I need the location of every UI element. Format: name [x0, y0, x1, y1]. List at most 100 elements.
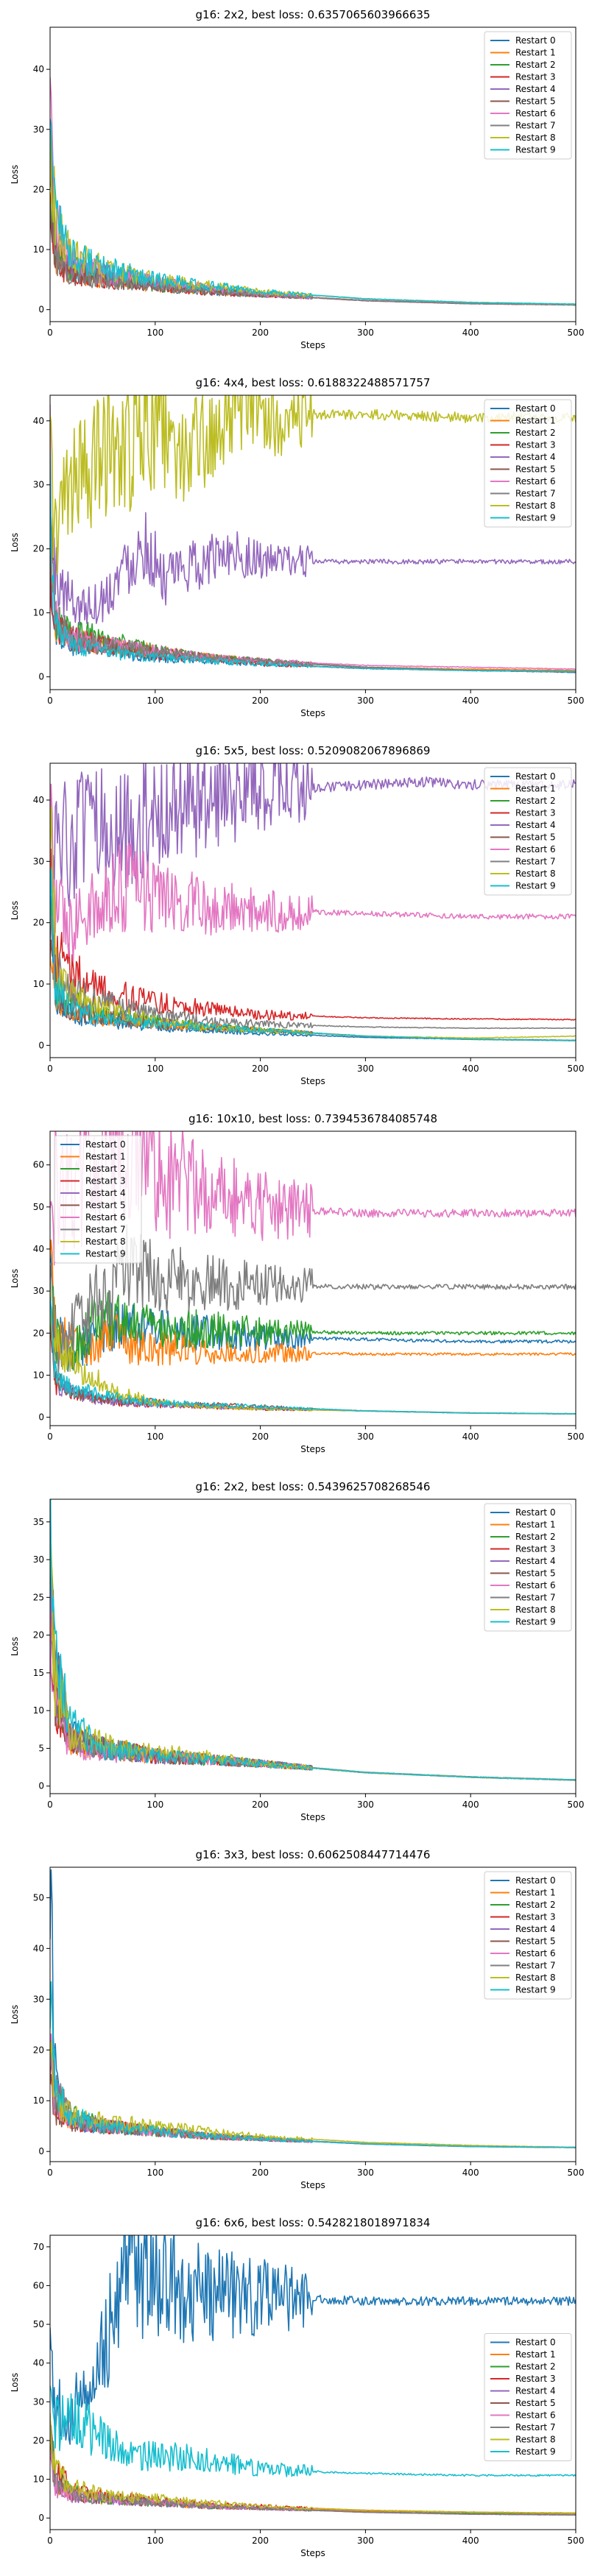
x-tick-label: 400 [462, 2536, 479, 2546]
x-tick-label: 0 [47, 696, 53, 706]
legend-label: Restart 6 [515, 1948, 556, 1958]
y-tick-label: 20 [33, 2045, 44, 2055]
plot-frame [49, 1498, 576, 1794]
legend: Restart 0 Restart 1 Restart 2 Restart 3 Rest… [484, 1503, 572, 1632]
legend-label: Restart 5 [515, 1936, 556, 1947]
plot-frame [49, 2234, 576, 2530]
legend-label: Restart 9 [85, 1249, 126, 1259]
legend-label: Restart 1 [515, 784, 556, 794]
y-tick-label: 20 [33, 918, 44, 928]
legend-label: Restart 0 [515, 35, 556, 46]
y-axis-label: Loss [10, 2373, 20, 2392]
x-tick-label: 400 [462, 1800, 479, 1810]
x-tick-label: 100 [147, 328, 163, 338]
y-tick-label: 20 [33, 1630, 44, 1641]
x-tick-label: 300 [357, 2168, 374, 2178]
legend-label: Restart 4 [515, 820, 556, 830]
series-line-restart-9 [50, 450, 576, 673]
legend-label: Restart 0 [515, 771, 556, 782]
series-line-restart-0 [50, 1240, 576, 1372]
plot-frame [49, 394, 576, 690]
x-tick-label: 400 [462, 696, 479, 706]
legend-label: Restart 6 [515, 2410, 556, 2421]
legend-label: Restart 6 [85, 1212, 126, 1222]
legend-label: Restart 3 [85, 1176, 126, 1186]
chart-panel-3: g16: 5x5, best loss: 0.5209082067896869 0… [10, 744, 585, 1086]
x-tick-label: 100 [147, 2168, 163, 2178]
y-tick-label: 10 [33, 1370, 44, 1380]
y-tick-label: 20 [33, 184, 44, 194]
legend-label: Restart 6 [515, 108, 556, 118]
series-line-restart-2 [50, 906, 576, 1041]
chart-panel-4: g16: 10x10, best loss: 0.739453678408574… [10, 1112, 584, 1454]
y-tick-label: 40 [33, 64, 44, 74]
series-line-restart-8 [50, 2413, 576, 2514]
y-tick-label: 20 [33, 544, 44, 554]
legend-label: Restart 7 [515, 857, 556, 867]
y-tick-label: 30 [33, 1554, 44, 1565]
x-tick-label: 100 [147, 696, 163, 706]
legend-label: Restart 4 [515, 1924, 556, 1934]
chart-title: g16: 3x3, best loss: 0.6062508447714476 [196, 1848, 431, 1861]
y-tick-label: 15 [33, 1668, 44, 1678]
legend-label: Restart 1 [515, 2349, 556, 2360]
x-tick-label: 500 [568, 696, 585, 706]
chart-title: g16: 2x2, best loss: 0.6357065603966635 [196, 8, 431, 21]
chart-panel-2: g16: 4x4, best loss: 0.6188322488571757 0… [10, 376, 585, 718]
y-tick-label: 30 [33, 480, 44, 490]
y-tick-label: 30 [33, 124, 44, 135]
y-tick-label: 10 [33, 1705, 44, 1716]
x-tick-label: 100 [147, 1432, 163, 1442]
x-tick-label: 300 [357, 1800, 374, 1810]
legend-label: Restart 5 [515, 1568, 556, 1579]
y-tick-label: 25 [33, 1592, 44, 1602]
legend-label: Restart 4 [515, 84, 556, 94]
y-tick-label: 70 [33, 2242, 44, 2252]
legend-label: Restart 4 [515, 2386, 556, 2396]
chart-panel-7: g16: 6x6, best loss: 0.5428218018971834 0… [10, 2216, 585, 2558]
x-tick-label: 500 [568, 2536, 585, 2546]
legend-label: Restart 2 [515, 2362, 556, 2372]
legend-label: Restart 7 [515, 121, 556, 131]
x-tick-label: 200 [252, 1432, 269, 1442]
y-tick-label: 50 [33, 2319, 44, 2329]
x-tick-label: 0 [47, 1064, 53, 1074]
y-tick-label: 10 [33, 244, 44, 255]
legend-label: Restart 8 [515, 2435, 556, 2445]
y-tick-label: 50 [33, 1202, 44, 1212]
legend-label: Restart 5 [515, 832, 556, 843]
series-line-restart-7 [50, 1224, 576, 1373]
plot-frame [49, 26, 576, 322]
legend-box [484, 2333, 572, 2461]
y-tick-label: 20 [33, 1328, 44, 1338]
legend-box [484, 1503, 572, 1632]
legend-label: Restart 8 [515, 868, 556, 879]
legend-label: Restart 0 [515, 1875, 556, 1886]
y-tick-label: 50 [33, 1892, 44, 1903]
series-line-restart-2 [50, 1277, 576, 1371]
legend-label: Restart 1 [85, 1152, 126, 1162]
plot-frame [49, 1130, 576, 1426]
legend: Restart 0 Restart 1 Restart 2 Restart 3 Rest… [484, 767, 572, 896]
y-tick-label: 10 [33, 2474, 44, 2485]
y-tick-label: 10 [33, 2095, 44, 2106]
x-tick-label: 400 [462, 328, 479, 338]
x-axis-label: Steps [300, 340, 325, 350]
y-tick-label: 60 [33, 1160, 44, 1170]
x-axis-label: Steps [300, 2180, 325, 2190]
x-axis-label: Steps [300, 1812, 325, 1822]
plot-frame [49, 1866, 576, 2162]
x-tick-label: 500 [568, 1064, 585, 1074]
legend-label: Restart 9 [515, 1617, 556, 1627]
legend: Restart 0 Restart 1 Restart 2 Restart 3 Rest… [54, 1135, 142, 1264]
legend-label: Restart 4 [85, 1188, 126, 1198]
legend-box [484, 31, 572, 160]
legend-label: Restart 8 [515, 1604, 556, 1615]
y-tick-label: 40 [33, 416, 44, 426]
legend-label: Restart 9 [515, 2446, 556, 2457]
y-tick-label: 20 [33, 2435, 44, 2446]
legend-label: Restart 2 [85, 1164, 126, 1174]
series-group [50, 763, 576, 1041]
x-tick-label: 200 [252, 1064, 269, 1074]
